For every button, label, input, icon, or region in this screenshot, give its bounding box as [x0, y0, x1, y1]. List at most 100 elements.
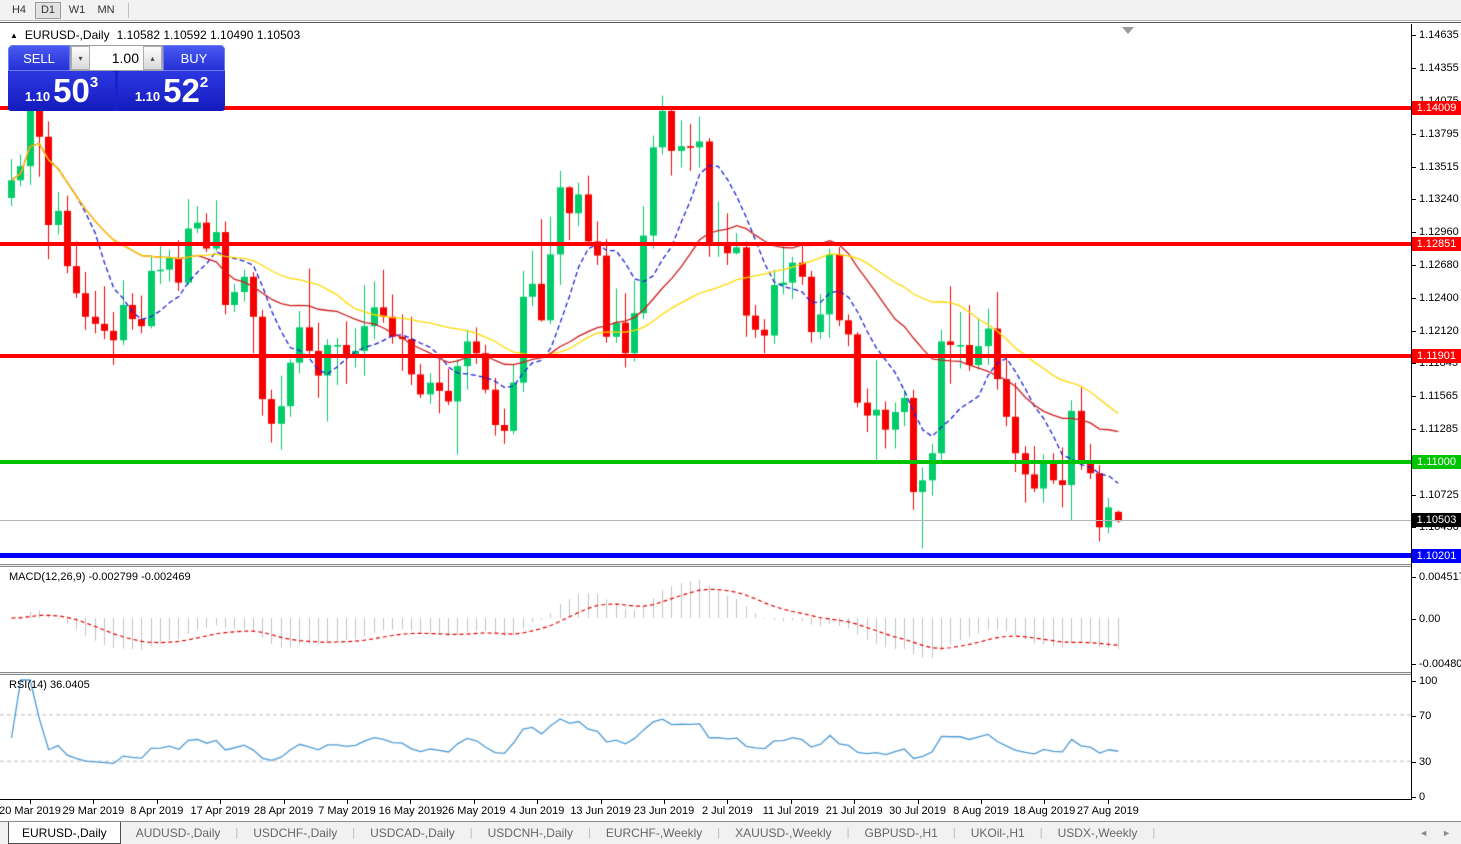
chart-tab-usdx-weekly[interactable]: USDX-,Weekly — [1057, 826, 1138, 840]
sell-button[interactable]: SELL — [8, 45, 70, 71]
price-tick-mark — [1412, 330, 1416, 332]
date-tick-mark — [537, 800, 539, 804]
volume-input[interactable] — [90, 46, 143, 70]
rsi-tick-mark — [1412, 797, 1416, 798]
resistance-line-2[interactable] — [0, 241, 1411, 246]
symbol-tabs: EURUSD-,Daily AUDUSD-,Daily | USDCHF-,Daily… — [8, 822, 1155, 844]
timeframe-w1-button[interactable]: W1 — [64, 2, 90, 19]
date-tick-label: 11 Jul 2019 — [762, 805, 819, 817]
rsi-tick-mark — [1412, 681, 1416, 682]
date-tick-mark — [727, 800, 729, 804]
tab-separator: | — [1039, 827, 1043, 839]
buy-price-display[interactable]: 1.10 52 2 — [118, 71, 225, 111]
price-level-label: 1.12851 — [1412, 236, 1461, 251]
panel-splitter[interactable] — [0, 672, 1461, 675]
chart-tab-gbpusd-h1[interactable]: GBPUSD-,H1 — [864, 826, 938, 840]
timeframe-toolbar: H4 D1 W1 MN — [0, 0, 1461, 21]
price-tick-label: 1.11285 — [1419, 423, 1458, 436]
chevron-up-icon: ▴ — [150, 53, 155, 63]
chart-tab-eurchf-weekly[interactable]: EURCHF-,Weekly — [605, 826, 703, 840]
rsi-tick-mark — [1412, 762, 1416, 764]
macd-tick-mark — [1412, 619, 1416, 620]
macd-tick-label: -0.004806 — [1419, 657, 1461, 670]
candlestick-canvas[interactable] — [0, 25, 1411, 565]
buy-button[interactable]: BUY — [163, 45, 225, 71]
date-tick-mark — [600, 800, 602, 804]
date-tick-label: 8 Apr 2019 — [130, 805, 184, 817]
rsi-canvas[interactable] — [0, 675, 1411, 799]
collapse-marker-icon[interactable]: ▲ — [10, 30, 18, 40]
date-tick-label: 23 Jun 2019 — [633, 805, 695, 817]
price-chart-area[interactable] — [0, 24, 1411, 565]
chart-shift-marker-icon[interactable] — [1122, 27, 1134, 34]
chart-tab-usdcad-daily[interactable]: USDCAD-,Daily — [370, 826, 455, 840]
chart-tab-xauusd-weekly[interactable]: XAUUSD-,Weekly — [735, 826, 832, 840]
date-tick-label: 16 May 2019 — [378, 805, 443, 817]
support-line-green[interactable] — [0, 459, 1411, 464]
macd-tick-label: 0.00 — [1419, 613, 1441, 625]
date-tick-mark — [664, 800, 665, 804]
chart-tab-usdchf-daily[interactable]: USDCHF-,Daily — [253, 826, 338, 840]
price-tick-label: 1.13240 — [1419, 193, 1459, 206]
tab-separator: | — [352, 827, 356, 839]
chart-tab-ukoil-h1[interactable]: UKOil-,H1 — [970, 826, 1025, 840]
date-tick-label: 17 Apr 2019 — [190, 805, 250, 817]
timeframe-h4-button[interactable]: H4 — [6, 2, 32, 19]
tab-separator: | — [846, 827, 850, 839]
date-tick-mark — [30, 800, 31, 804]
current-price-line[interactable] — [0, 519, 1411, 521]
price-tick-mark — [1412, 199, 1416, 201]
tab-separator: | — [587, 827, 591, 839]
sell-price-display[interactable]: 1.10 50 3 — [8, 71, 115, 111]
date-tick-mark — [93, 800, 95, 804]
chart-tab-audusd-daily[interactable]: AUDUSD-,Daily — [135, 826, 221, 840]
buy-price-prefix: 1.10 — [134, 88, 161, 104]
macd-canvas[interactable] — [0, 567, 1411, 672]
support-line-blue[interactable] — [0, 553, 1411, 559]
chart-symbol-label: EURUSD-,Daily — [24, 28, 110, 42]
price-tick-label: 1.12680 — [1419, 259, 1459, 271]
toolbar-separator — [128, 2, 129, 18]
date-axis[interactable]: 20 Mar 2019 29 Mar 2019 8 Apr 2019 17 Apr 2… — [0, 800, 1412, 822]
date-tick-mark — [473, 800, 475, 804]
date-tick-mark — [790, 800, 792, 804]
resistance-line-1[interactable] — [0, 105, 1411, 110]
timeframe-mn-button[interactable]: MN — [93, 2, 119, 19]
date-tick-label: 2 Jul 2019 — [702, 805, 753, 817]
panel-divider — [0, 799, 1461, 800]
price-tick-mark — [1412, 265, 1416, 266]
macd-tick-label: 0.004517 — [1419, 571, 1461, 583]
date-tick-label: 27 Aug 2019 — [1076, 805, 1139, 817]
tab-separator: | — [469, 827, 473, 839]
axis-divider — [1411, 24, 1412, 800]
resistance-line-3[interactable] — [0, 353, 1411, 358]
tab-scroll-arrows: ◄ ► — [1419, 828, 1451, 838]
chart-ohlc-values: 1.10582 1.10592 1.10490 1.10503 — [116, 28, 301, 42]
date-tick-mark — [1044, 800, 1046, 804]
chart-tab-eurusd-daily[interactable]: EURUSD-,Daily — [8, 822, 121, 844]
date-tick-label: 4 Jun 2019 — [509, 805, 565, 817]
date-tick-mark — [1107, 800, 1109, 804]
chart-tab-usdcnh-daily[interactable]: USDCNH-,Daily — [487, 826, 573, 840]
date-tick-label: 8 Aug 2019 — [953, 805, 1009, 817]
symbol-tab-bar: EURUSD-,Daily AUDUSD-,Daily | USDCHF-,Daily… — [0, 821, 1461, 844]
sell-price-point: 3 — [89, 74, 99, 91]
rsi-tick-label: 30 — [1419, 756, 1432, 769]
timeframe-d1-button[interactable]: D1 — [35, 1, 61, 19]
tab-scroll-right-icon[interactable]: ► — [1442, 828, 1451, 838]
price-axis[interactable]: 1.101701.104501.107251.110051.112851.115… — [1412, 24, 1461, 822]
panel-splitter[interactable] — [0, 564, 1461, 567]
date-tick-label: 18 Aug 2019 — [1013, 805, 1076, 817]
price-tick-mark — [1412, 495, 1416, 496]
date-tick-label: 26 May 2019 — [441, 805, 506, 817]
price-tick-mark — [1412, 429, 1416, 431]
tab-scroll-left-icon[interactable]: ◄ — [1419, 828, 1429, 838]
volume-increase-button[interactable]: ▴ — [143, 46, 162, 70]
date-tick-label: 28 Apr 2019 — [253, 805, 314, 817]
chart-title: ▲ EURUSD-,Daily 1.10582 1.10592 1.10490 … — [10, 28, 300, 42]
price-tick-label: 1.12120 — [1419, 324, 1459, 337]
price-tick-label: 1.13515 — [1419, 160, 1459, 173]
price-tick-label: 1.12960 — [1419, 226, 1459, 239]
volume-decrease-button[interactable]: ▾ — [71, 46, 90, 70]
